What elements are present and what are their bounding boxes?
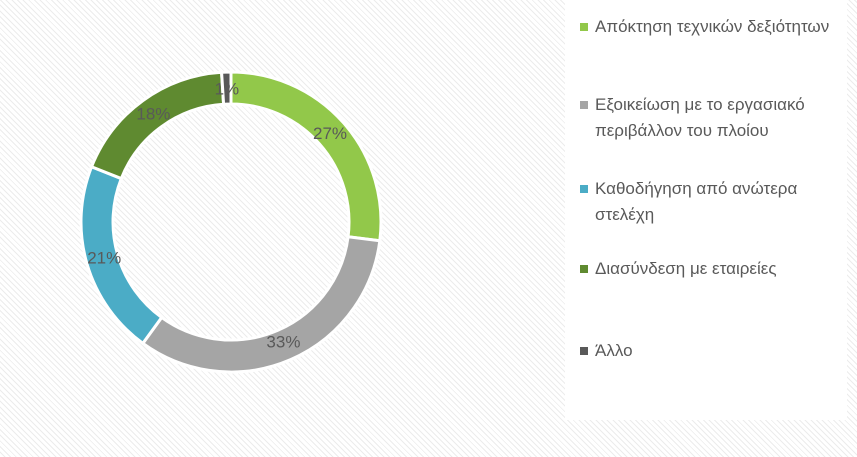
legend-label: Απόκτηση τεχνικών δεξιότητων	[595, 17, 830, 36]
donut-area: 27% 33% 21% 18% 1%	[79, 70, 383, 374]
legend	[565, 0, 847, 420]
donut-segment	[140, 235, 382, 374]
legend-entry: Καθοδήγηση από ανώτερα στελέχη	[580, 176, 840, 228]
data-label: 27%	[313, 124, 347, 143]
donut-segment	[219, 70, 233, 106]
legend-swatch	[580, 101, 588, 109]
data-label: 18%	[136, 105, 170, 124]
data-label: 33%	[266, 333, 300, 352]
legend-entry: Άλλο	[580, 338, 840, 364]
legend-swatch	[580, 185, 588, 193]
legend-label: Άλλο	[595, 341, 633, 360]
legend-swatch	[580, 265, 588, 273]
legend-label: Εξοικείωση με το εργασιακό περιβάλλον το…	[595, 95, 805, 140]
donut-segment	[229, 70, 383, 243]
legend-entry: Απόκτηση τεχνικών δεξιότητων	[580, 14, 840, 40]
data-label: 21%	[87, 248, 121, 267]
legend-entry: Διασύνδεση με εταιρείες	[580, 256, 840, 282]
legend-swatch	[580, 23, 588, 31]
legend-label: Διασύνδεση με εταιρείες	[595, 259, 777, 278]
legend-entry: Εξοικείωση με το εργασιακό περιβάλλον το…	[580, 92, 840, 144]
legend-label: Καθοδήγηση από ανώτερα στελέχη	[595, 179, 798, 224]
data-label: 1%	[215, 80, 240, 99]
legend-swatch	[580, 347, 588, 355]
donut-segment	[89, 70, 226, 181]
